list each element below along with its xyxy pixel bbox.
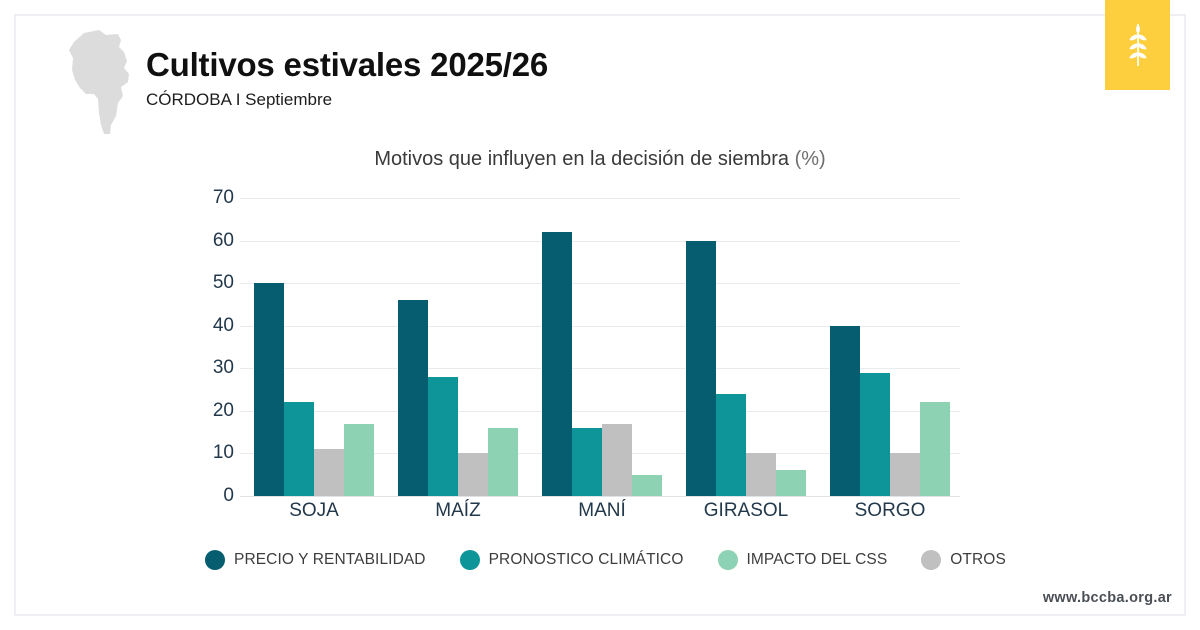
chart-bars	[240, 198, 960, 496]
x-axis-tick-label: SORGO	[854, 500, 926, 521]
brand-badge	[1105, 0, 1170, 90]
y-axis-tick-label: 70	[212, 187, 234, 208]
legend-color-swatch-icon	[459, 550, 480, 570]
y-axis-labels: 0 10 20 30 40 50 60 70	[178, 187, 234, 506]
wheat-stalk-icon	[1128, 24, 1147, 66]
x-axis-labels: SOJA MAÍZ MANÍ GIRASOL SORGO	[240, 500, 960, 530]
bar-group	[830, 198, 950, 496]
gridline	[240, 368, 960, 370]
website-url: www.bccba.org.ar	[1042, 590, 1172, 606]
legend-item[interactable]: PRONOSTICO CLIMÁTICO	[459, 550, 684, 570]
legend-color-swatch-icon	[921, 550, 942, 570]
legend-item[interactable]: IMPACTO DEL CSS	[717, 550, 888, 570]
bar	[830, 325, 860, 496]
header: Cultivos estivales 2025/26 CÓRDOBA I Sep…	[0, 0, 1100, 150]
chart-title-text: Motivos que influyen en la decisión de s…	[374, 148, 795, 170]
legend-label: PRECIO Y RENTABILIDAD	[234, 551, 426, 568]
title-block: Cultivos estivales 2025/26 CÓRDOBA I Sep…	[146, 46, 548, 110]
bar	[488, 427, 518, 496]
legend-color-swatch-icon	[717, 550, 738, 570]
bar-group	[542, 198, 662, 496]
chart-plot-area: 0 10 20 30 40 50 60 70	[213, 187, 960, 506]
y-axis-tick-label: 50	[212, 272, 234, 294]
y-axis-tick-label: 30	[212, 357, 234, 379]
bar	[776, 470, 806, 496]
gridline	[240, 410, 960, 412]
legend-color-swatch-icon	[205, 550, 225, 570]
y-axis-tick-label: 20	[212, 399, 234, 421]
bar-group	[398, 198, 518, 496]
bar	[602, 423, 632, 496]
x-axis-tick-label: MAÍZ	[435, 500, 481, 521]
chart-title: Motivos que influyen en la decisión de s…	[0, 148, 1200, 171]
bar	[344, 423, 374, 496]
legend-label: IMPACTO DEL CSS	[746, 551, 888, 568]
bar	[716, 393, 746, 496]
legend-item[interactable]: OTROS	[921, 550, 1006, 570]
axis-baseline	[240, 496, 960, 497]
y-axis-tick-label: 40	[212, 314, 234, 336]
bar	[314, 449, 344, 496]
bar	[458, 453, 488, 496]
x-axis-tick-label: SOJA	[289, 500, 339, 521]
page-subtitle: CÓRDOBA I Septiembre	[146, 89, 333, 109]
legend-item[interactable]: PRECIO Y RENTABILIDAD	[205, 550, 426, 570]
x-axis-tick-label: GIRASOL	[703, 500, 789, 521]
bar	[284, 402, 314, 496]
page-title: Cultivos estivales 2025/26	[146, 46, 549, 83]
gridline	[240, 240, 960, 242]
bar	[254, 283, 284, 496]
y-axis-tick-label: 0	[223, 485, 234, 506]
x-axis-tick-label: MANÍ	[578, 500, 626, 521]
bar	[920, 402, 950, 496]
bar-group	[686, 198, 806, 496]
bar	[746, 453, 776, 496]
y-axis-tick-label: 10	[212, 442, 234, 464]
cordoba-province-map-icon	[69, 30, 129, 134]
legend-label: OTROS	[950, 551, 1006, 568]
bar	[572, 427, 602, 496]
gridline	[240, 283, 960, 285]
bar	[398, 300, 428, 496]
bar-group	[254, 198, 374, 496]
chart-title-unit: (%)	[794, 148, 826, 170]
bar	[686, 240, 716, 496]
bar	[860, 372, 890, 496]
legend-label: PRONOSTICO CLIMÁTICO	[488, 551, 684, 568]
bar	[632, 474, 662, 496]
y-axis-tick-label: 60	[212, 229, 234, 251]
chart-legend: PRECIO Y RENTABILIDAD PRONOSTICO CLIMÁTIC…	[205, 546, 1040, 574]
bar	[428, 376, 458, 496]
gridline	[240, 198, 960, 199]
bar	[890, 453, 920, 496]
bar	[542, 232, 572, 496]
gridline	[240, 325, 960, 327]
